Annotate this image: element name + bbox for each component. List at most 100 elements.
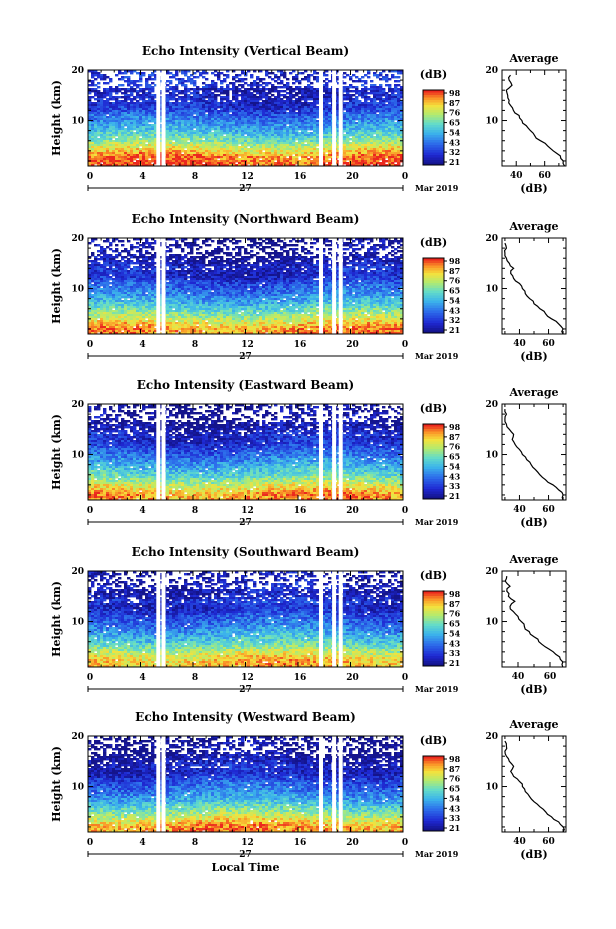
average-profile: Average 10 20 40 60(dB) (485, 718, 567, 861)
x-tick-label: 0 (402, 172, 408, 182)
data-gap (319, 70, 323, 166)
heatmap-cells (88, 736, 404, 833)
date-label: 27 (239, 352, 252, 362)
colorbar-frame (422, 89, 445, 166)
colorbar-tick-label: 33 (449, 813, 461, 823)
data-gap (338, 238, 343, 334)
data-gap (332, 736, 337, 832)
y-tick-label: 20 (71, 567, 84, 577)
colorbar (422, 590, 447, 667)
colorbar-tick-label: 21 (449, 491, 460, 501)
colorbar-tick-label: 43 (449, 305, 461, 315)
panel-title: Echo Intensity (Southward Beam) (132, 545, 360, 559)
profile-y-tick-label: 20 (485, 567, 498, 577)
x-tick-label: 16 (294, 172, 307, 182)
profile-title: Average (508, 386, 558, 399)
x-tick-label: 8 (192, 838, 198, 848)
x-tick-label: 20 (346, 838, 359, 848)
data-gap (338, 571, 343, 667)
colorbar-tick-label: 21 (449, 325, 460, 335)
heatmap-cells (88, 571, 404, 668)
profile-x-tick-label: 60 (542, 837, 555, 847)
profile-line (504, 576, 564, 668)
y-tick-label: 10 (71, 618, 84, 628)
colorbar-tick-label: 65 (449, 286, 460, 296)
data-gap (332, 238, 337, 334)
x-tick-label: 0 (402, 506, 408, 516)
y-tick-label: 20 (71, 234, 84, 244)
x-tick-label: 16 (294, 340, 307, 350)
profile-x-tick-label: 60 (542, 505, 555, 515)
y-axis-label: Height (km) (50, 746, 63, 822)
profile-x-tick-label: 40 (513, 505, 526, 515)
x-tick-label: 4 (139, 838, 145, 848)
colorbar-tick-label: 87 (449, 266, 460, 276)
y-tick-label: 10 (71, 451, 84, 461)
colorbar-tick-label: 33 (449, 481, 461, 491)
colorbar-tick-label: 87 (449, 432, 460, 442)
colorbar-tick-label: 54 (449, 295, 461, 305)
profile-x-label: (dB) (520, 516, 547, 529)
data-gap (338, 70, 343, 166)
data-gap (332, 70, 337, 166)
colorbar-frame (422, 257, 445, 334)
x-tick-label: 8 (192, 172, 198, 182)
y-axis-label: Height (km) (50, 248, 63, 324)
panel-title: Echo Intensity (Eastward Beam) (137, 378, 354, 392)
colorbar-unit: (dB) (420, 236, 447, 249)
data-gap (161, 571, 166, 667)
profile-frame (501, 570, 567, 668)
colorbar-frame (422, 423, 445, 500)
colorbar-frame (422, 755, 445, 832)
data-gap (319, 238, 323, 334)
colorbar-tick-label: 21 (449, 157, 460, 167)
profile-x-tick-label: 60 (542, 339, 555, 349)
profile-line (503, 242, 564, 335)
y-tick-label: 20 (71, 732, 84, 742)
date-label: 27 (239, 850, 252, 860)
data-gap (156, 404, 161, 500)
colorbar-tick-label: 76 (449, 609, 461, 619)
profile-x-tick-label: 40 (513, 339, 526, 349)
profile-y-tick-label: 20 (485, 732, 498, 742)
x-tick-label: 0 (87, 838, 93, 848)
x-tick-label: 4 (139, 340, 145, 350)
profile-line (504, 409, 564, 501)
profile-x-label: (dB) (520, 848, 547, 861)
colorbar-tick-label: 76 (449, 442, 461, 452)
heatmap-cells (88, 404, 404, 501)
profile-y-tick-label: 10 (485, 285, 498, 295)
data-gap (161, 404, 166, 500)
data-gap (161, 238, 166, 334)
profile-frame (501, 69, 567, 167)
data-gap (338, 404, 343, 500)
colorbar-tick-label: 21 (449, 658, 460, 668)
data-gap (156, 736, 161, 832)
x-tick-label: 8 (192, 340, 198, 350)
colorbar-unit: (dB) (420, 402, 447, 415)
colorbar-tick-label: 87 (449, 599, 460, 609)
x-tick-label: 0 (402, 340, 408, 350)
data-gap (319, 571, 323, 667)
x-tick-label: 20 (346, 172, 359, 182)
y-tick-label: 20 (71, 66, 84, 76)
profile-x-tick-label: 40 (512, 672, 525, 682)
month-label: Mar 2019 (415, 684, 459, 694)
month-label: Mar 2019 (415, 517, 459, 527)
colorbar-tick-label: 98 (449, 754, 461, 764)
y-tick-label: 10 (71, 117, 84, 127)
profile-y-tick-label: 20 (485, 400, 498, 410)
profile-x-label: (dB) (520, 683, 547, 696)
colorbar-tick-label: 65 (449, 118, 460, 128)
profile-frame (501, 237, 567, 335)
panel-1: Echo Intensity (Vertical Beam) 10 20 Height… (50, 44, 567, 195)
x-tick-label: 16 (294, 673, 307, 683)
date-label: 27 (239, 184, 252, 194)
x-tick-label: 8 (192, 506, 198, 516)
colorbar-tick-label: 76 (449, 276, 461, 286)
colorbar-tick-label: 98 (449, 589, 461, 599)
colorbar (422, 423, 447, 500)
profile-y-tick-label: 20 (485, 66, 498, 76)
colorbar-tick-label: 43 (449, 471, 461, 481)
